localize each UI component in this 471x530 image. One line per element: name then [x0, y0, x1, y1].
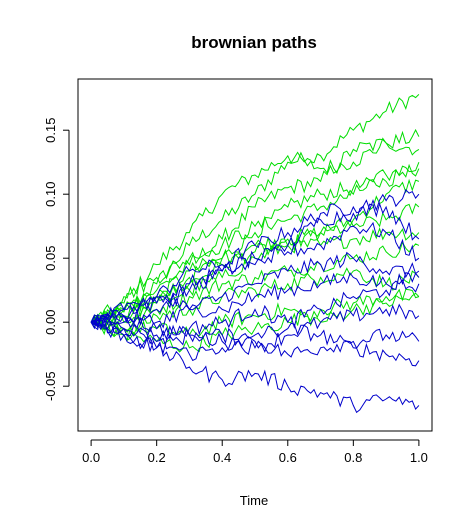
blue-path-22: [90, 319, 420, 414]
blue-path-14: [90, 202, 420, 328]
x-axis-label: Time: [240, 493, 268, 508]
blue-path-21: [90, 317, 420, 367]
green-path-1: [90, 94, 420, 325]
blue-path-17: [90, 271, 420, 328]
blue-path-13: [90, 189, 420, 326]
x-tick-label: 0.4: [213, 450, 231, 465]
y-tick-label: 0.10: [43, 182, 58, 207]
blue-path-20: [90, 315, 420, 358]
green-path-5: [90, 163, 420, 323]
y-tick-label: 0.05: [43, 246, 58, 271]
paths-layer: [90, 94, 420, 414]
blue-path-16: [90, 251, 420, 329]
y-tick-label: 0.15: [43, 118, 58, 143]
green-path-7: [90, 203, 420, 327]
green-path-3: [90, 138, 420, 326]
chart-title: brownian paths: [191, 33, 317, 52]
green-path-9: [91, 241, 420, 332]
x-tick-label: 0.0: [82, 450, 100, 465]
green-path-12: [91, 288, 420, 353]
x-tick-label: 0.8: [344, 450, 362, 465]
blue-path-15: [90, 221, 420, 331]
x-axis: 0.0 0.2 0.4 0.6 0.8 1.0: [82, 439, 428, 465]
y-axis: -0.05 0.00 0.05 0.10 0.15: [43, 118, 70, 401]
blue-path-19: [90, 303, 420, 356]
plot-frame: [77, 78, 433, 432]
y-tick-label: -0.05: [43, 371, 58, 401]
blue-path-18: [90, 279, 420, 342]
green-path-4: [90, 162, 420, 328]
x-tick-label: 1.0: [410, 450, 428, 465]
x-tick-label: 0.2: [148, 450, 166, 465]
green-path-11: [90, 292, 420, 337]
green-path-10: [90, 267, 420, 342]
x-tick-label: 0.6: [279, 450, 297, 465]
y-tick-label: 0.00: [43, 310, 58, 335]
